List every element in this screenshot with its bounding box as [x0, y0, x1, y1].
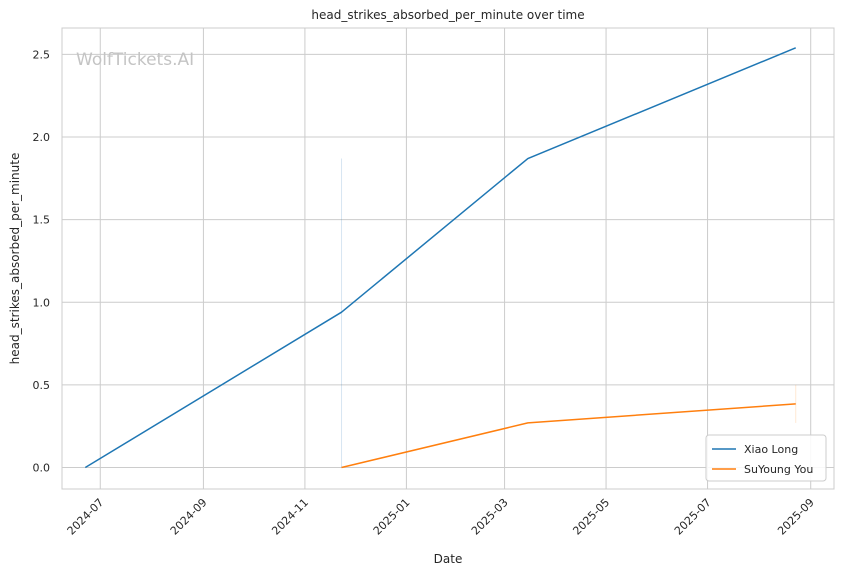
legend-label: SuYoung You [744, 463, 813, 476]
x-tick-label: 2025-03 [469, 496, 511, 538]
series-line-1 [84, 47, 797, 469]
y-tick-label: 0.0 [33, 462, 51, 475]
y-axis: 0.0 0.5 1.0 1.5 2.0 2.5 [33, 48, 51, 474]
x-axis: 2024-07 2024-09 2024-11 2025-01 2025-03 2025-… [65, 496, 817, 538]
x-tick-label: 2024-09 [168, 496, 210, 538]
legend-label: Xiao Long [744, 443, 798, 456]
y-tick-label: 0.5 [33, 379, 51, 392]
y-tick-label: 2.0 [33, 131, 51, 144]
y-tick-label: 1.0 [33, 296, 51, 309]
plot-frame [61, 27, 835, 490]
y-tick-label: 1.5 [33, 214, 51, 227]
x-tick-label: 2025-09 [775, 496, 817, 538]
series-line-2 [341, 403, 796, 469]
chart-title: head_strikes_absorbed_per_minute over ti… [311, 8, 584, 22]
x-tick-label: 2024-07 [65, 496, 107, 538]
x-tick-label: 2025-07 [672, 496, 714, 538]
series-group [84, 47, 797, 469]
x-tick-label: 2025-01 [371, 496, 413, 538]
y-tick-label: 2.5 [33, 48, 51, 61]
x-axis-label: Date [434, 552, 463, 566]
watermark: WolfTickets.AI [76, 50, 194, 70]
x-tick-label: 2025-05 [570, 496, 612, 538]
grid [62, 28, 834, 489]
x-tick-label: 2024-11 [269, 496, 311, 538]
y-axis-label: head_strikes_absorbed_per_minute [8, 153, 22, 365]
legend: Xiao Long SuYoung You [705, 434, 827, 482]
